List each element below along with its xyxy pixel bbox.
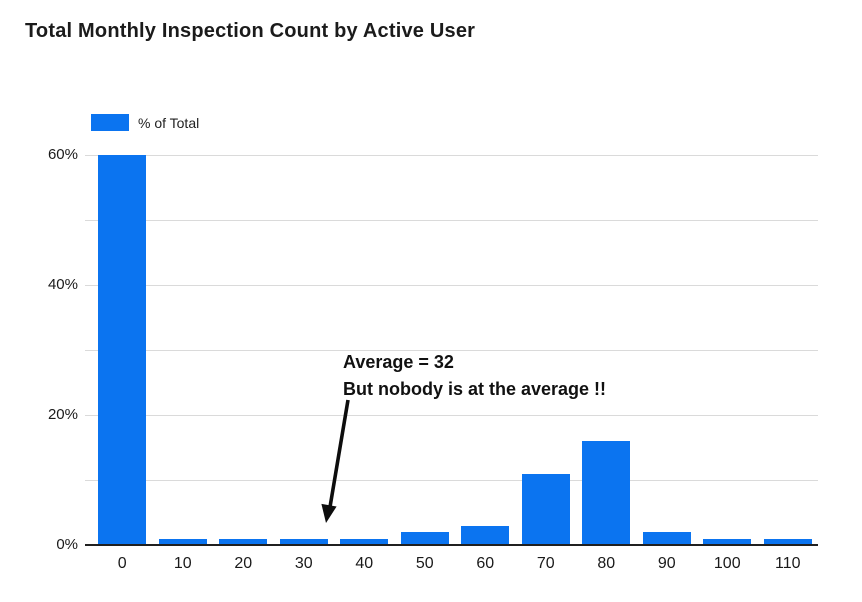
y-tick-label: 60%	[47, 146, 78, 163]
gridline	[85, 285, 818, 286]
y-tick-label: 20%	[47, 406, 78, 423]
bar-80[interactable]	[582, 441, 631, 545]
x-tick-label: 70	[536, 555, 555, 572]
annotation-line1: Average = 32	[343, 352, 454, 372]
legend: % of Total	[91, 114, 199, 131]
plot-area	[85, 155, 818, 545]
bar-40[interactable]	[340, 538, 389, 545]
annotation-line2: But nobody is at the average !!	[343, 379, 607, 399]
bar-90[interactable]	[642, 532, 691, 545]
bar-20[interactable]	[219, 538, 268, 545]
y-tick-label: 40%	[47, 276, 78, 293]
gridline	[85, 155, 818, 156]
bar-0[interactable]	[98, 155, 147, 545]
legend-swatch-icon	[91, 114, 129, 131]
y-tick-label: 0%	[56, 536, 78, 553]
x-tick-label: 80	[597, 555, 616, 572]
x-tick-label: 0	[117, 555, 127, 572]
annotation-text: Average = 32 But nobody is at the averag…	[343, 349, 606, 403]
bar-110[interactable]	[763, 538, 812, 545]
x-tick-label: 110	[774, 555, 801, 572]
x-tick-label: 30	[294, 555, 313, 572]
gridline	[85, 220, 818, 221]
gridline	[85, 415, 818, 416]
x-tick-label: 90	[657, 555, 676, 572]
x-tick-label: 40	[355, 555, 374, 572]
gridline	[85, 480, 818, 481]
x-tick-label: 100	[713, 555, 741, 572]
x-tick-label: 10	[173, 555, 192, 572]
bar-10[interactable]	[158, 538, 207, 545]
x-tick-label: 50	[415, 555, 434, 572]
gridline	[85, 350, 818, 351]
bar-70[interactable]	[521, 473, 570, 545]
chart-title: Total Monthly Inspection Count by Active…	[25, 20, 476, 42]
legend-label: % of Total	[138, 114, 200, 131]
bar-30[interactable]	[279, 538, 328, 545]
x-tick-label: 20	[234, 555, 253, 572]
bar-50[interactable]	[400, 532, 449, 545]
bar-60[interactable]	[461, 525, 510, 545]
x-tick-label: 60	[476, 555, 495, 572]
x-axis-line	[85, 544, 818, 546]
bar-100[interactable]	[703, 538, 752, 545]
